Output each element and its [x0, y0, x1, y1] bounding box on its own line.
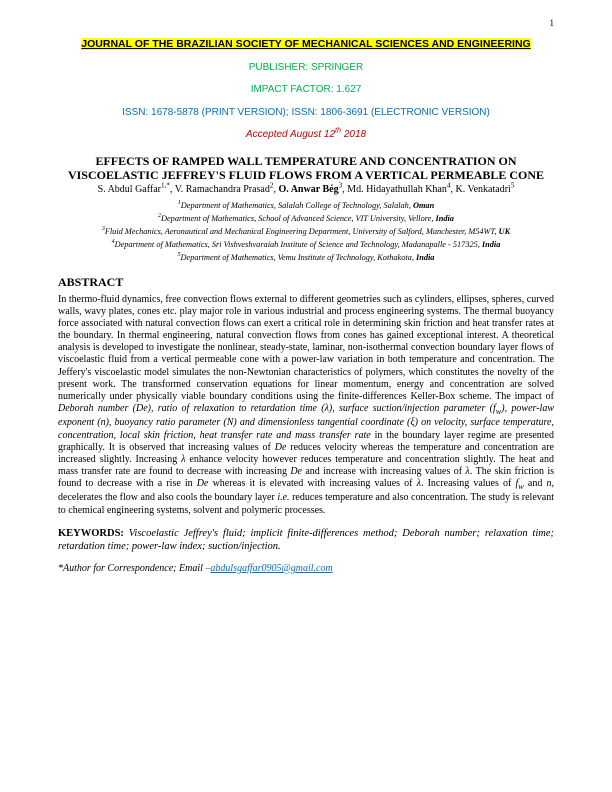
journal-name: JOURNAL OF THE BRAZILIAN SOCIETY OF MECH… — [81, 38, 530, 50]
affiliation: 3Fluid Mechanics, Aeronautical and Mecha… — [58, 227, 554, 237]
page-number: 1 — [550, 18, 555, 29]
paper-title: EFFECTS OF RAMPED WALL TEMPERATURE AND C… — [58, 154, 554, 183]
abstract-text: In thermo-fluid dynamics, free convectio… — [58, 294, 554, 517]
publisher-line: PUBLISHER: SPRINGER — [58, 62, 554, 75]
keywords-text: Viscoelastic Jeffrey's fluid; implicit f… — [58, 528, 554, 552]
correspondence-email[interactable]: abdulsgaffar0905@gmail.com — [210, 563, 332, 574]
accepted-date: Accepted August 12th 2018 — [58, 129, 554, 142]
accepted-prefix: Accepted August 12 — [246, 129, 335, 140]
affiliation: 1Department of Mathematics, Salalah Coll… — [58, 201, 554, 211]
affiliation: 4Department of Mathematics, Sri Vishvesh… — [58, 240, 554, 250]
affiliation: 2Department of Mathematics, School of Ad… — [58, 214, 554, 224]
correspondence-text: *Author for Correspondence; Email — [58, 563, 205, 574]
correspondence: *Author for Correspondence; Email –abdul… — [58, 563, 554, 576]
title-line-1: EFFECTS OF RAMPED WALL TEMPERATURE AND C… — [58, 154, 554, 168]
affiliations: 1Department of Mathematics, Salalah Coll… — [58, 201, 554, 263]
keywords-label: KEYWORDS: — [58, 528, 124, 539]
impact-factor-line: IMPACT FACTOR: 1.627 — [58, 84, 554, 97]
keywords: KEYWORDS: Viscoelastic Jeffrey's fluid; … — [58, 527, 554, 553]
issn-line: ISSN: 1678-5878 (PRINT VERSION); ISSN: 1… — [58, 107, 554, 120]
authors: S. Abdul Gaffar1,*, V. Ramachandra Prasa… — [58, 184, 554, 197]
abstract-heading: ABSTRACT — [58, 275, 554, 290]
journal-name-line: JOURNAL OF THE BRAZILIAN SOCIETY OF MECH… — [58, 38, 554, 52]
accepted-suffix: 2018 — [341, 129, 366, 140]
affiliation: 5Department of Mathematics, Vemu Institu… — [58, 253, 554, 263]
title-line-2: VISCOELASTIC JEFFREY'S FLUID FLOWS FROM … — [58, 168, 554, 182]
